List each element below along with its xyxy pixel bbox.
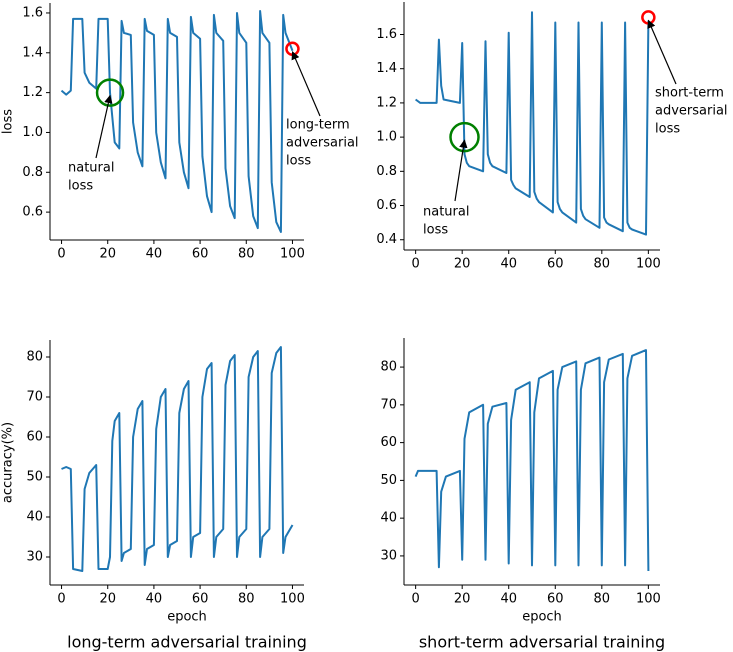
annotation-text: loss [68, 179, 93, 194]
x-tick-label: 80 [594, 592, 611, 607]
x-tick-label: 0 [57, 247, 65, 262]
loss-line [61, 346, 294, 572]
subplot: 0 20 40 60 80 100 30 40 50 60 70 80 epoch short-term … [380, 338, 665, 652]
y-tick-label: 40 [26, 510, 43, 525]
x-tick-label: 60 [192, 592, 209, 607]
y-tick-label: 0.4 [376, 232, 397, 247]
y-tick-label: 1.0 [376, 130, 397, 145]
y-tick-label: 70 [26, 390, 43, 405]
loss-line [60, 10, 294, 233]
annotation-text: long-term [286, 118, 350, 133]
x-tick-label: 100 [280, 247, 305, 262]
loss-line [415, 11, 650, 236]
y-tick-label: 30 [380, 548, 397, 563]
x-tick-label: 80 [238, 592, 255, 607]
subplot-caption: long-term adversarial training [67, 633, 307, 652]
annotation-text: loss [655, 122, 680, 137]
x-tick-label: 100 [280, 592, 305, 607]
annotation-text: adversarial [286, 136, 359, 151]
y-tick-label: 1.2 [22, 85, 43, 100]
y-tick-label: 80 [380, 360, 397, 375]
annotation-text: loss [423, 223, 448, 238]
subplot-caption: short-term adversarial training [419, 633, 665, 652]
annotation-text: adversarial [655, 104, 728, 119]
x-tick-label: 100 [636, 592, 661, 607]
x-tick-label: 20 [99, 247, 116, 262]
y-tick-label: 1.6 [376, 27, 397, 42]
annotation-arrow [454, 139, 468, 202]
x-axis-label: epoch [167, 610, 207, 625]
x-tick-label: 0 [411, 592, 419, 607]
annotation-text: natural [423, 205, 469, 220]
y-tick-label: 70 [380, 397, 397, 412]
x-tick-label: 60 [192, 247, 209, 262]
x-tick-label: 80 [594, 257, 611, 272]
y-tick-label: 0.8 [376, 164, 397, 179]
y-tick-label: 60 [26, 430, 43, 445]
loss-line [414, 349, 650, 572]
x-tick-label: 20 [99, 592, 116, 607]
x-tick-label: 20 [454, 257, 471, 272]
x-tick-label: 40 [500, 592, 517, 607]
y-tick-label: 50 [26, 470, 43, 485]
y-axis-label: accuracy(%) [1, 422, 16, 503]
x-tick-label: 80 [238, 247, 255, 262]
x-tick-label: 60 [547, 592, 564, 607]
annotation-circle [449, 121, 480, 153]
annotation-arrow [95, 94, 113, 159]
y-tick-label: 50 [380, 473, 397, 488]
y-tick-label: 1.2 [376, 95, 397, 110]
y-tick-label: 0.6 [22, 205, 43, 220]
y-tick-label: 80 [26, 350, 43, 365]
y-tick-label: 0.8 [22, 165, 43, 180]
annotation-circle [95, 78, 125, 107]
annotation-text: natural [68, 161, 114, 176]
x-tick-label: 40 [500, 257, 517, 272]
y-tick-label: 1.0 [22, 125, 43, 140]
x-tick-label: 20 [454, 592, 471, 607]
x-tick-label: 60 [547, 257, 564, 272]
annotation-arrow [291, 51, 321, 117]
x-tick-label: 0 [411, 257, 419, 272]
y-tick-label: 1.4 [22, 45, 43, 60]
x-tick-label: 100 [636, 257, 661, 272]
x-tick-label: 40 [146, 247, 163, 262]
subplot: 0 20 40 60 80 100 30 40 50 60 70 80 accuracy(%) epoch… [1, 340, 307, 652]
annotation-arrow [647, 19, 677, 85]
x-tick-label: 40 [146, 592, 163, 607]
x-axis-label: epoch [522, 610, 562, 625]
y-tick-label: 40 [380, 511, 397, 526]
y-tick-label: 0.6 [376, 198, 397, 213]
subplot: 0 20 40 60 80 100 0.4 0.6 0.8 1.0 1.2 1.4 1.6 natural… [376, 2, 728, 272]
annotation-text: short-term [655, 86, 724, 101]
y-tick-label: 1.4 [376, 61, 397, 76]
y-tick-label: 1.6 [22, 5, 43, 20]
subplot: 0 20 40 60 80 100 0.6 0.8 1.0 1.2 1.4 1.6 loss natura… [1, 3, 359, 262]
x-tick-label: 0 [57, 592, 65, 607]
annotation-text: loss [286, 154, 311, 169]
y-axis-label: loss [1, 109, 16, 134]
y-tick-label: 60 [380, 435, 397, 450]
y-tick-label: 30 [26, 550, 43, 565]
